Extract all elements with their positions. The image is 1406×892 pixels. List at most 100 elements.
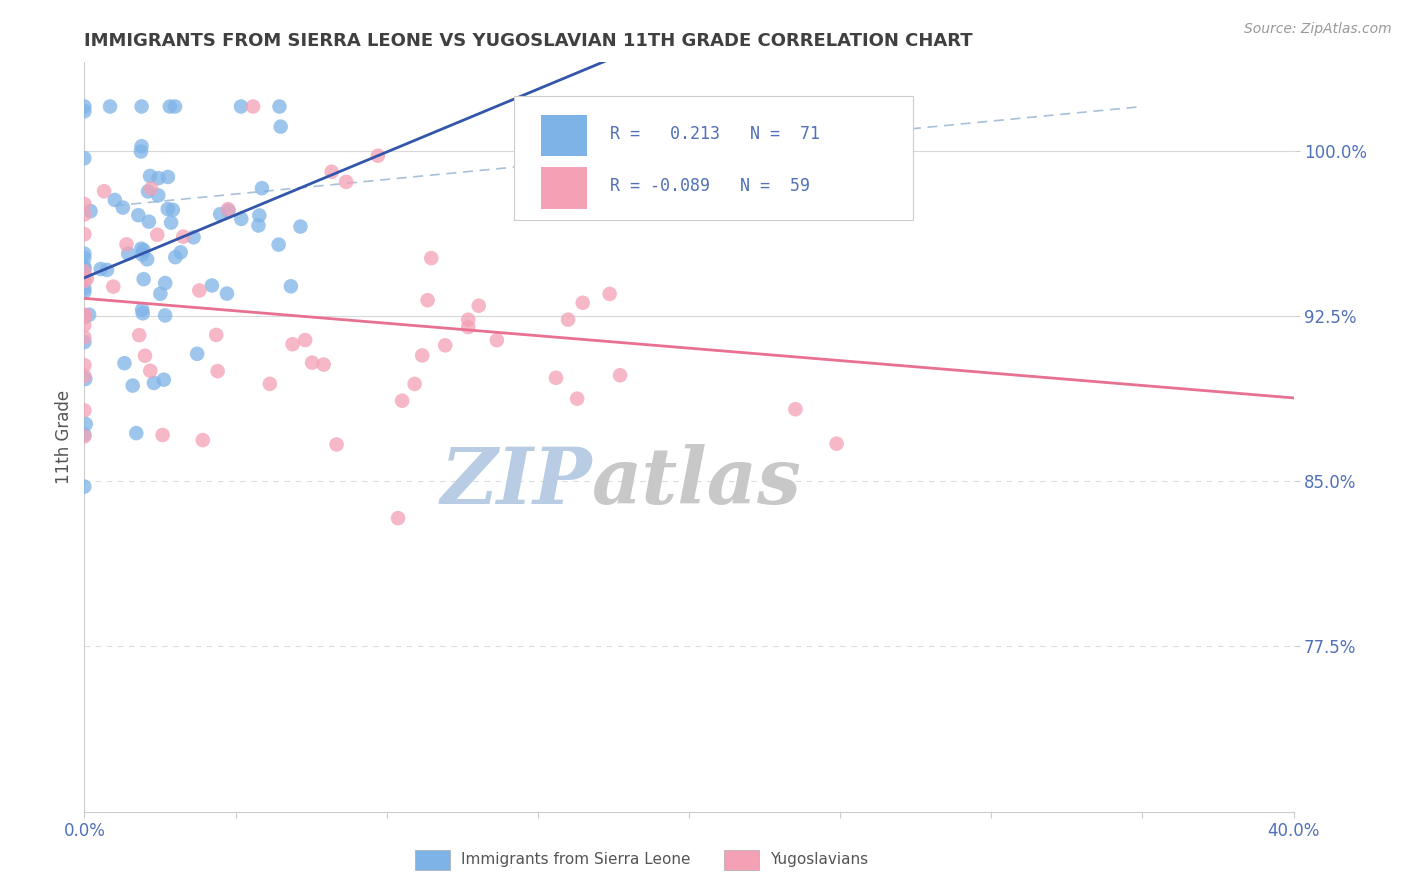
Point [73, 207, 96, 221]
Point [280, 279, 302, 293]
Point [73, 369, 96, 384]
Point [73, 281, 96, 295]
Point [139, 169, 162, 183]
FancyBboxPatch shape [513, 96, 912, 219]
Point [139, 181, 162, 195]
Point [73, 309, 96, 323]
Point [73, 427, 96, 442]
Point [115, 237, 138, 252]
Point [146, 227, 169, 242]
Point [148, 171, 170, 186]
Point [73, 310, 96, 325]
Point [77, 308, 100, 322]
Point [131, 139, 153, 153]
Point [73, 285, 96, 299]
Point [565, 392, 588, 406]
Point [142, 376, 165, 390]
Point [93, 184, 115, 198]
Point [183, 230, 205, 244]
Point [571, 295, 593, 310]
Point [290, 219, 312, 234]
Point [404, 376, 426, 391]
Point [136, 185, 159, 199]
Point [132, 272, 155, 286]
Point [242, 99, 264, 113]
Point [155, 276, 177, 290]
Point [281, 337, 304, 351]
Point [250, 181, 273, 195]
Point [825, 436, 848, 450]
Point [134, 349, 156, 363]
Point [259, 376, 281, 391]
Point [217, 202, 239, 216]
Point [152, 428, 174, 442]
Point [599, 287, 621, 301]
Point [544, 371, 567, 385]
Point [159, 99, 181, 113]
Point [186, 347, 208, 361]
Point [207, 364, 229, 378]
Point [149, 286, 172, 301]
Point [152, 373, 174, 387]
Point [391, 393, 413, 408]
Bar [541, 115, 588, 156]
Point [73, 260, 96, 274]
Point [73, 246, 96, 260]
Point [73, 261, 96, 276]
Point [420, 251, 443, 265]
Point [312, 358, 335, 372]
Point [229, 99, 252, 113]
Point [73, 479, 96, 493]
Point [191, 433, 214, 447]
Point [73, 227, 96, 242]
Point [121, 378, 143, 392]
Point [73, 308, 96, 322]
Point [321, 165, 343, 179]
Point [73, 104, 96, 119]
Point [73, 99, 96, 113]
Point [172, 229, 194, 244]
Point [96, 263, 118, 277]
Point [785, 402, 807, 417]
Point [136, 252, 159, 267]
Point [148, 188, 170, 202]
Point [205, 327, 228, 342]
Point [485, 333, 508, 347]
Text: Immigrants from Sierra Leone: Immigrants from Sierra Leone [461, 853, 690, 867]
Point [73, 330, 96, 344]
Point [138, 215, 160, 229]
Point [301, 356, 323, 370]
Point [73, 429, 96, 443]
Point [267, 237, 290, 252]
Point [131, 302, 153, 317]
Point [73, 151, 96, 165]
Text: R = -0.089   N =  59: R = -0.089 N = 59 [610, 178, 810, 195]
Point [269, 99, 291, 113]
Point [129, 242, 152, 256]
Point [111, 201, 134, 215]
Bar [541, 168, 588, 209]
Point [247, 219, 270, 233]
Point [557, 312, 579, 326]
Text: R =   0.213   N =  71: R = 0.213 N = 71 [610, 125, 820, 143]
Point [79, 204, 101, 219]
Point [129, 145, 152, 159]
Point [153, 309, 176, 323]
Point [132, 243, 155, 257]
Point [73, 274, 96, 288]
Point [76, 271, 98, 285]
Point [411, 348, 433, 362]
Point [117, 246, 139, 260]
Point [165, 250, 187, 264]
Point [162, 202, 184, 217]
Text: IMMIGRANTS FROM SIERRA LEONE VS YUGOSLAVIAN 11TH GRADE CORRELATION CHART: IMMIGRANTS FROM SIERRA LEONE VS YUGOSLAV… [84, 32, 973, 50]
Point [188, 284, 211, 298]
Point [73, 264, 96, 278]
Point [247, 209, 270, 223]
Point [457, 320, 479, 334]
Point [73, 197, 96, 211]
Point [98, 99, 121, 113]
Point [125, 426, 148, 441]
Point [209, 207, 232, 221]
Point [468, 299, 491, 313]
